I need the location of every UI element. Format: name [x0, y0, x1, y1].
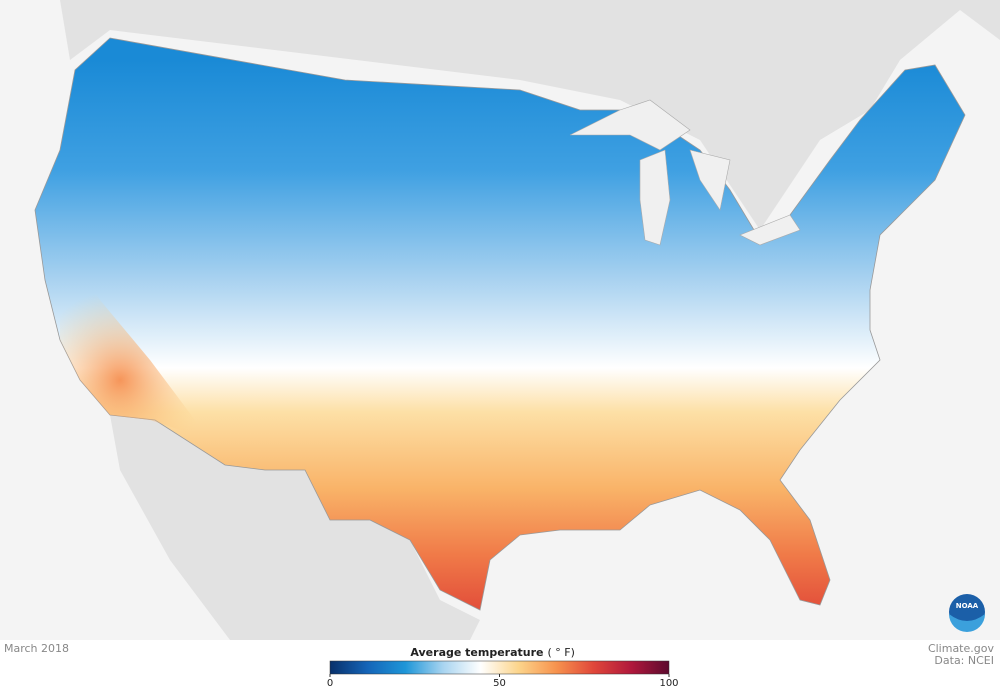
conus [34, 37, 966, 611]
noaa-logo-wave [949, 614, 985, 632]
legend-title: Average temperature [410, 646, 543, 659]
logo-text: NOAA [956, 602, 979, 610]
date-label: March 2018 [4, 642, 69, 655]
source: Data: NCEI [934, 654, 994, 667]
legend-colorbar [329, 660, 670, 675]
legend-unit: ( ° F) [548, 646, 575, 659]
legend-ticks: 0 50 100 [327, 674, 679, 689]
legend-tick-label: 50 [493, 678, 506, 689]
southwest-warm [60, 240, 210, 440]
great-lakes [569, 99, 801, 246]
canada [60, 0, 1000, 230]
legend-tick-label: 0 [327, 678, 333, 689]
legend-tick-label: 100 [659, 678, 678, 689]
mexico [110, 415, 480, 640]
credit: Climate.gov [928, 642, 995, 655]
